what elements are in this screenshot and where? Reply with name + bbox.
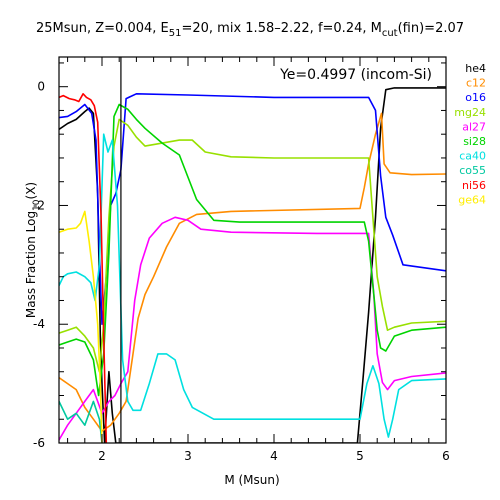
y-tick-label: -4 xyxy=(33,317,45,331)
legend-entry-o16: o16 xyxy=(465,91,486,104)
legend-entry-ge64: ge64 xyxy=(458,193,486,206)
series-line-si28 xyxy=(59,103,446,397)
ye-annotation: Ye=0.4997 (incom-Si) xyxy=(279,67,432,83)
legend-entry-he4: he4 xyxy=(465,62,486,75)
x-axis-label: M (Msun) xyxy=(224,473,279,487)
legend-entry-al27: al27 xyxy=(462,120,486,133)
series-line-mg24 xyxy=(59,118,446,373)
series-line-c12 xyxy=(59,112,446,432)
y-tick-label: -6 xyxy=(33,436,45,450)
x-tick-label: 5 xyxy=(356,449,364,463)
title-mid: =20, mix 1.58–2.22, f=0.24, M xyxy=(181,21,381,36)
axis-ticks: 2 3 4 5 6 0 -2 -4 -6 xyxy=(33,57,450,463)
title-e-subscript: 51 xyxy=(169,28,182,39)
title-base: 25Msun, Z=0.004, E xyxy=(36,21,169,36)
title-m-subscript: cut xyxy=(382,28,398,39)
chart-title: 25Msun, Z=0.004, E51=20, mix 1.58–2.22, … xyxy=(36,21,464,39)
legend-entry-c12: c12 xyxy=(466,77,486,90)
y-axis-label: Mass Fraction Log10(X) xyxy=(24,182,42,318)
legend-entry-ca40: ca40 xyxy=(459,150,486,163)
y-label-tail: (X) xyxy=(24,182,38,200)
series-line-co55 xyxy=(59,400,103,443)
legend-entry-co55: co55 xyxy=(459,164,486,177)
y-label-base: Mass Fraction Log xyxy=(24,211,38,318)
legend-entry-si28: si28 xyxy=(463,135,486,148)
legend-entry-ni56: ni56 xyxy=(462,179,486,192)
series-line-ca40 xyxy=(59,133,446,438)
plot-area xyxy=(59,57,446,443)
y-label-subscript: 10 xyxy=(32,199,42,211)
x-tick-label: 2 xyxy=(98,449,106,463)
y-tick-label: -2 xyxy=(33,198,45,212)
legend-entry-mg24: mg24 xyxy=(454,106,486,119)
y-tick-label: 0 xyxy=(37,80,45,94)
series-line-ge64 xyxy=(59,210,103,443)
x-tick-label: 6 xyxy=(442,449,450,463)
series-line-ni56 xyxy=(59,93,108,443)
series-line-al27 xyxy=(59,216,446,441)
x-tick-label: 3 xyxy=(184,449,192,463)
title-tail: (fin)=2.07 xyxy=(398,21,464,36)
plot-frame xyxy=(58,56,447,444)
x-tick-label: 4 xyxy=(270,449,278,463)
